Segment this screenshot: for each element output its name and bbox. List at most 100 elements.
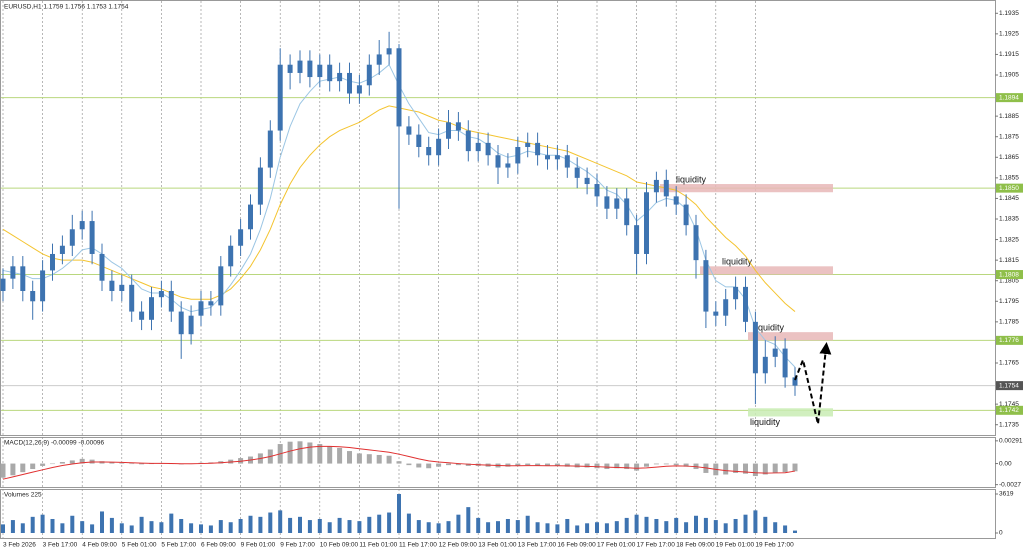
- level-label: 1.1742: [999, 407, 1019, 414]
- volume-bar: [446, 521, 451, 533]
- volume-bar: [50, 518, 55, 533]
- x-tick-label: 13 Feb 17:00: [518, 542, 557, 549]
- level-label: 1.1808: [999, 271, 1019, 278]
- volume-bar: [387, 512, 392, 533]
- candle-body: [693, 225, 699, 261]
- candle-body: [634, 225, 640, 254]
- volume-bar: [179, 518, 184, 533]
- current-price-box: [996, 381, 1023, 391]
- macd-bar: [119, 462, 125, 464]
- volume-bar: [347, 520, 352, 533]
- y-tick-label: 1.1925: [999, 31, 1019, 38]
- candle-body: [416, 134, 422, 147]
- x-tick-label: 9 Feb 01:00: [241, 542, 276, 549]
- volume-bar: [80, 521, 85, 533]
- volume-bar: [565, 518, 570, 533]
- x-tick-label: 4 Feb 09:00: [82, 542, 117, 549]
- y-tick-label: 1.1855: [999, 175, 1019, 182]
- x-tick-label: 5 Feb 17:00: [161, 542, 196, 549]
- candle-body: [218, 266, 224, 306]
- macd-bar: [129, 463, 135, 465]
- volume-bar: [525, 515, 530, 533]
- macd-bar: [653, 463, 659, 465]
- y-tick-label: 1.1825: [999, 236, 1019, 243]
- macd-bar: [396, 461, 402, 464]
- volume-bar: [763, 516, 768, 533]
- liquidity-label: liquidity: [750, 417, 781, 427]
- macd-bar: [40, 463, 46, 466]
- x-tick-label: 13 Feb 01:00: [478, 542, 517, 549]
- candle-body: [455, 122, 461, 131]
- liquidity-label: liquidity: [722, 257, 753, 267]
- x-tick-label: 17 Feb 01:00: [597, 542, 636, 549]
- volume-bar: [703, 517, 708, 533]
- candle-body: [644, 192, 649, 254]
- volume-bar: [139, 516, 144, 533]
- liquidity-zone: [700, 266, 833, 275]
- candle-body: [257, 167, 263, 205]
- volume-bar: [30, 516, 35, 533]
- current-price-label: 1.1754: [999, 382, 1019, 389]
- liquidity-zone: [748, 408, 833, 417]
- y-tick-label: 1.1795: [999, 298, 1019, 305]
- volume-bar: [327, 522, 332, 533]
- volume-bar: [40, 514, 45, 533]
- macd-bar: [752, 463, 758, 477]
- volume-bar: [317, 518, 322, 533]
- volume-bar: [109, 517, 114, 533]
- volume-panel: [0, 489, 996, 539]
- candle-body: [535, 142, 541, 156]
- candle-body: [792, 377, 798, 386]
- macd-bar: [733, 463, 739, 473]
- candle-body: [673, 196, 679, 205]
- volume-bar: [476, 517, 481, 533]
- y-tick-label: -0.0027: [999, 481, 1021, 488]
- candle-body: [505, 163, 511, 168]
- volume-bar: [624, 517, 629, 533]
- candle-body: [733, 286, 739, 300]
- volume-bar: [367, 516, 372, 533]
- macd-bar: [416, 463, 422, 468]
- macd-signal: [2, 445, 796, 480]
- candle-body: [475, 142, 481, 152]
- macd-bar: [594, 463, 600, 469]
- volume-bar: [228, 522, 233, 533]
- candle-body: [604, 196, 610, 209]
- volume-bar: [397, 494, 401, 533]
- volume-bar: [515, 520, 520, 533]
- level-label: 1.1894: [999, 94, 1019, 101]
- volume-bar: [723, 523, 728, 533]
- candle-body: [743, 286, 748, 322]
- macd-bar: [406, 463, 412, 466]
- macd-bar: [317, 444, 323, 464]
- volume-bar: [694, 515, 698, 533]
- macd-bar: [307, 442, 313, 464]
- macd-bar: [663, 463, 669, 465]
- candle-body: [238, 229, 244, 246]
- macd-bar: [545, 463, 550, 466]
- volume-bar: [258, 516, 263, 533]
- volume-bar: [119, 523, 124, 533]
- candle-body: [337, 72, 343, 82]
- candle-body: [30, 291, 36, 302]
- volume-bar: [773, 522, 778, 533]
- volume-bar: [268, 512, 273, 533]
- candle-body: [762, 356, 768, 374]
- x-tick-label: 16 Feb 09:00: [557, 542, 596, 549]
- macd-bar: [0, 463, 6, 478]
- macd-bar: [20, 463, 26, 473]
- candle-body: [545, 155, 550, 160]
- macd-bar: [535, 463, 541, 466]
- x-tick-label: 12 Feb 09:00: [439, 542, 478, 549]
- volume-bar: [406, 513, 411, 533]
- candle-body: [20, 266, 26, 291]
- candle-body: [624, 198, 630, 226]
- x-tick-label: 18 Feb 09:00: [676, 542, 715, 549]
- macd-bar: [376, 454, 382, 464]
- level-label-box: [996, 335, 1023, 345]
- candle-body: [356, 85, 362, 94]
- y-tick-label: 1.1935: [999, 10, 1019, 17]
- volume-bar: [10, 520, 15, 533]
- candle-body: [198, 301, 204, 316]
